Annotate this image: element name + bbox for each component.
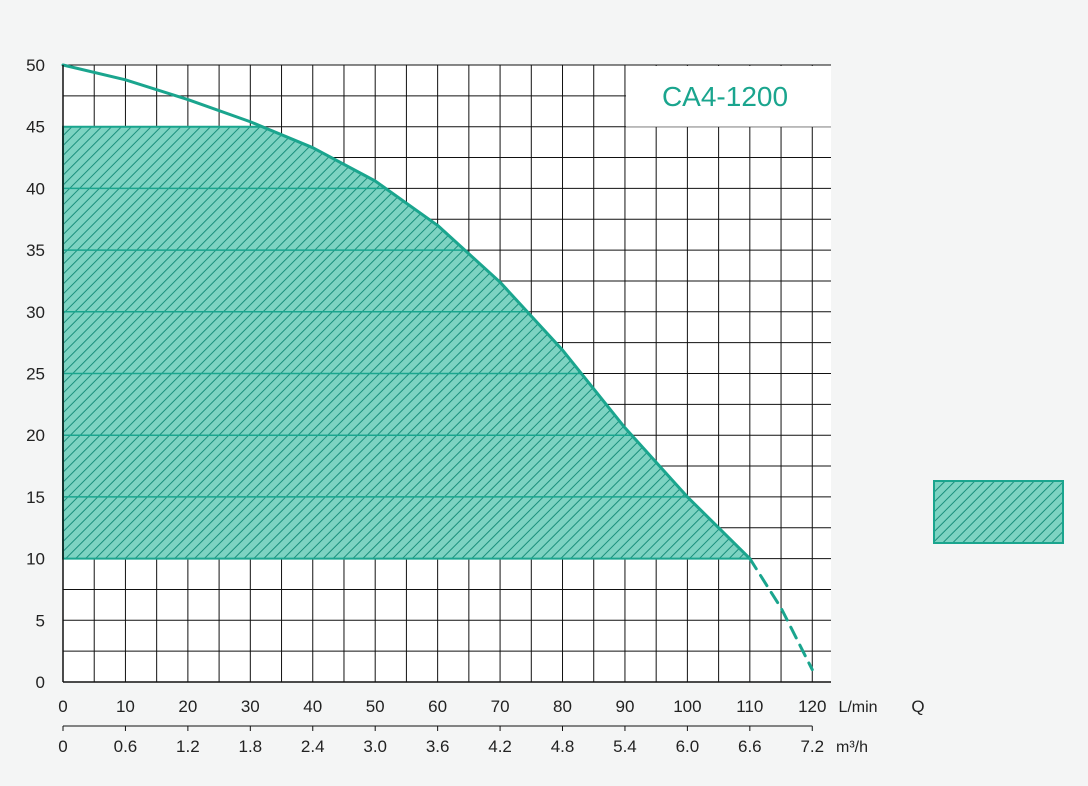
x-tick-label: 100 [673, 697, 701, 716]
x2-tick-label: 1.2 [176, 737, 200, 756]
x2-tick-label: 6.0 [676, 737, 700, 756]
x-tick-label: 110 [736, 697, 763, 716]
x-tick-label: 40 [303, 697, 322, 716]
x-tick-label: 120 [798, 697, 826, 716]
x2-tick-label: 2.4 [301, 737, 325, 756]
y-tick-label: 0 [36, 673, 45, 692]
curve-layer [61, 63, 814, 672]
curve-extension [748, 557, 814, 672]
x2-tick-label: 6.6 [738, 737, 762, 756]
x2-tick-label: 1.8 [238, 737, 262, 756]
y-tick-label: 10 [26, 550, 45, 569]
x2-tick-label: 3.6 [426, 737, 450, 756]
x-axis-unit: L/min [838, 699, 877, 716]
x-tick-label: 0 [58, 697, 67, 716]
y-tick-label: 20 [26, 426, 45, 445]
x-tick-label: 90 [615, 697, 634, 716]
x2-tick-label: 5.4 [613, 737, 637, 756]
x2-axis-unit: m³/h [836, 739, 868, 756]
y-tick-label: 45 [26, 118, 45, 137]
chart-title: CA4-1200 [662, 81, 788, 112]
y-tick-label: 30 [26, 303, 45, 322]
x2-tick-label: 7.2 [800, 737, 824, 756]
x2-tick-label: 3.0 [363, 737, 387, 756]
x-axis-label: Q [911, 697, 924, 716]
y-tick-label: 15 [26, 488, 45, 507]
x-tick-label: 80 [553, 697, 572, 716]
x2-tick-label: 4.2 [488, 737, 512, 756]
y-tick-label: 40 [26, 179, 45, 198]
y-tick-label: 35 [26, 241, 45, 260]
x-tick-label: 50 [366, 697, 385, 716]
x2-tick-label: 0.6 [114, 737, 138, 756]
x-tick-label: 20 [178, 697, 197, 716]
x2-tick-label: 4.8 [551, 737, 575, 756]
x-tick-label: 10 [116, 697, 135, 716]
legend-swatch [933, 480, 1064, 544]
performance-curve [61, 63, 752, 561]
y-tick-label: 5 [36, 611, 45, 630]
x-tick-label: 70 [491, 697, 510, 716]
title-box [625, 66, 831, 127]
x-tick-label: 30 [241, 697, 260, 716]
y-tick-label: 25 [26, 365, 45, 384]
y-tick-label: 50 [26, 56, 45, 75]
x-tick-label: 60 [428, 697, 447, 716]
axes: 0 5 10 15 20 25 30 35 40 45 50 0 10 20 30 40 50 60 70 80 90 1… [26, 56, 831, 756]
x2-tick-label: 0 [58, 737, 67, 756]
